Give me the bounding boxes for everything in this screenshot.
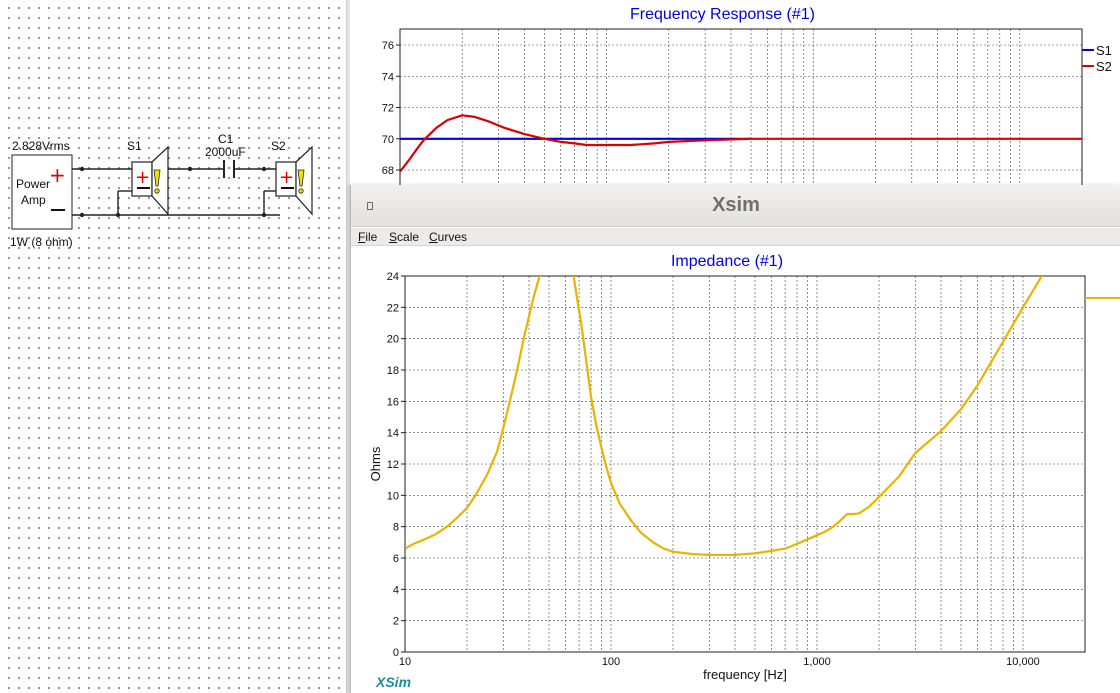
imp-grid <box>405 276 1085 652</box>
menu-file[interactable]: File <box>358 230 378 244</box>
imp-y-tick-label: 22 <box>387 302 399 314</box>
imp-y-tick-label: 16 <box>387 396 399 408</box>
menu-scale[interactable]: Scale <box>389 230 420 244</box>
imp-y-tick-label: 12 <box>387 459 399 471</box>
freq-y-tick-label: 68 <box>382 165 394 177</box>
freq-y-tick-label: 76 <box>382 40 394 52</box>
capacitor-c1[interactable] <box>223 160 235 178</box>
imp-y-tick-label: 6 <box>393 553 399 565</box>
circuit-wires <box>72 168 280 216</box>
freq-series-s2 <box>400 114 1082 173</box>
svg-text:+: + <box>279 167 294 188</box>
imp-y-tick-label: 2 <box>393 616 399 628</box>
panel-divider[interactable] <box>346 0 350 693</box>
imp-y-tick-label: 14 <box>387 428 399 440</box>
freq-plot-frame <box>399 28 1083 185</box>
power-amp-label: Power <box>16 177 50 191</box>
imp-y-tick-label: 24 <box>387 271 399 283</box>
imp-x-axis-label: frequency [Hz] <box>703 667 787 682</box>
imp-y-tick-label: 0 <box>393 647 399 659</box>
freq-y-tick-label: 70 <box>382 134 394 146</box>
xsim-logo: XSim <box>376 674 412 690</box>
speaker-s2-icon[interactable]: + <box>275 145 313 216</box>
imp-y-tick-label: 18 <box>387 365 399 377</box>
speaker-s1-icon[interactable]: + <box>131 145 169 216</box>
window-titlebar[interactable]: Xsim <box>351 185 1120 227</box>
speaker1-label: S1 <box>127 139 142 153</box>
freq-y-tick-label: 72 <box>382 103 394 115</box>
imp-x-tick-label: 100 <box>602 656 620 668</box>
frequency-response-title: Frequency Response (#1) <box>630 6 815 23</box>
circuit-junctions <box>79 166 267 218</box>
imp-y-tick-label: 8 <box>393 522 399 534</box>
frequency-response-window: Frequency Response (#1) 68 70 72 74 76 S1 S2 <box>350 0 1120 185</box>
amp-rating-label: 1W (8 ohm) <box>10 235 73 249</box>
freq-grid <box>400 29 1082 185</box>
capacitor-label: C1 <box>218 132 234 146</box>
imp-series-line <box>405 276 1044 556</box>
imp-x-tick-label: 10 <box>399 656 411 668</box>
legend-label-s1: S1 <box>1096 43 1112 58</box>
freq-series-group <box>400 114 1082 173</box>
amp-label: Amp <box>21 193 46 207</box>
freq-y-tick-label: 74 <box>382 71 394 83</box>
window-title: Xsim <box>712 194 760 216</box>
window-menu-icon[interactable] <box>367 202 373 210</box>
imp-y-tick-label: 4 <box>393 584 399 596</box>
impedance-title: Impedance (#1) <box>670 253 784 270</box>
legend-label-s2: S2 <box>1096 59 1112 74</box>
source-voltage-label: 2.828Vrms <box>12 139 70 153</box>
plus-terminal-icon: + <box>49 163 66 187</box>
svg-text:+: + <box>135 167 150 188</box>
menu-curves[interactable]: Curves <box>429 230 468 244</box>
impedance-window: Xsim File Scale Curves Impedance (#1) 0 2… <box>350 185 1120 693</box>
imp-x-tick-label: 1,000 <box>803 656 831 668</box>
schematic-canvas[interactable]: 2.828Vrms Power Amp + 1W (8 ohm) <box>0 0 346 693</box>
imp-series-group <box>405 276 1044 556</box>
imp-y-axis-label: Ohms <box>368 446 383 481</box>
capacitor-value: 2000uF <box>205 145 246 159</box>
menubar: File Scale Curves <box>351 228 1120 246</box>
imp-x-tick-label: 10,000 <box>1006 656 1040 668</box>
speaker2-label: S2 <box>271 139 286 153</box>
imp-y-tick-label: 20 <box>387 334 399 346</box>
imp-y-tick-label: 10 <box>387 490 399 502</box>
power-amp-block[interactable]: Power Amp + <box>11 154 73 230</box>
